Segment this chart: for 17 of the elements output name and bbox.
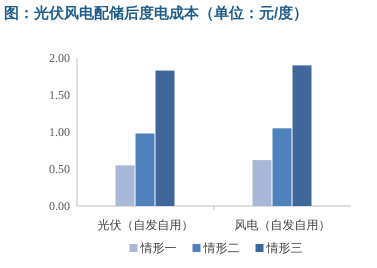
bar <box>116 165 134 206</box>
bar <box>272 128 292 206</box>
chart-title: 图：光伏风电配储后度电成本（单位：元/度） <box>4 4 308 22</box>
legend-label: 情形三 <box>266 241 302 255</box>
y-tick-label: 1.00 <box>49 125 70 139</box>
y-tick-label: 0.50 <box>49 162 70 176</box>
bar <box>252 160 272 206</box>
y-tick-label: 0.00 <box>49 199 70 213</box>
bar <box>156 70 174 206</box>
bar <box>292 65 312 206</box>
legend-label: 情形一 <box>140 241 176 255</box>
y-tick-label: 2.00 <box>49 51 70 65</box>
x-tick-label: 光伏（自发自用） <box>98 218 194 232</box>
legend-label: 情形二 <box>202 241 240 255</box>
x-tick-label: 风电（自发自用） <box>234 218 330 232</box>
bar <box>136 133 154 206</box>
y-tick-label: 1.50 <box>49 88 70 102</box>
